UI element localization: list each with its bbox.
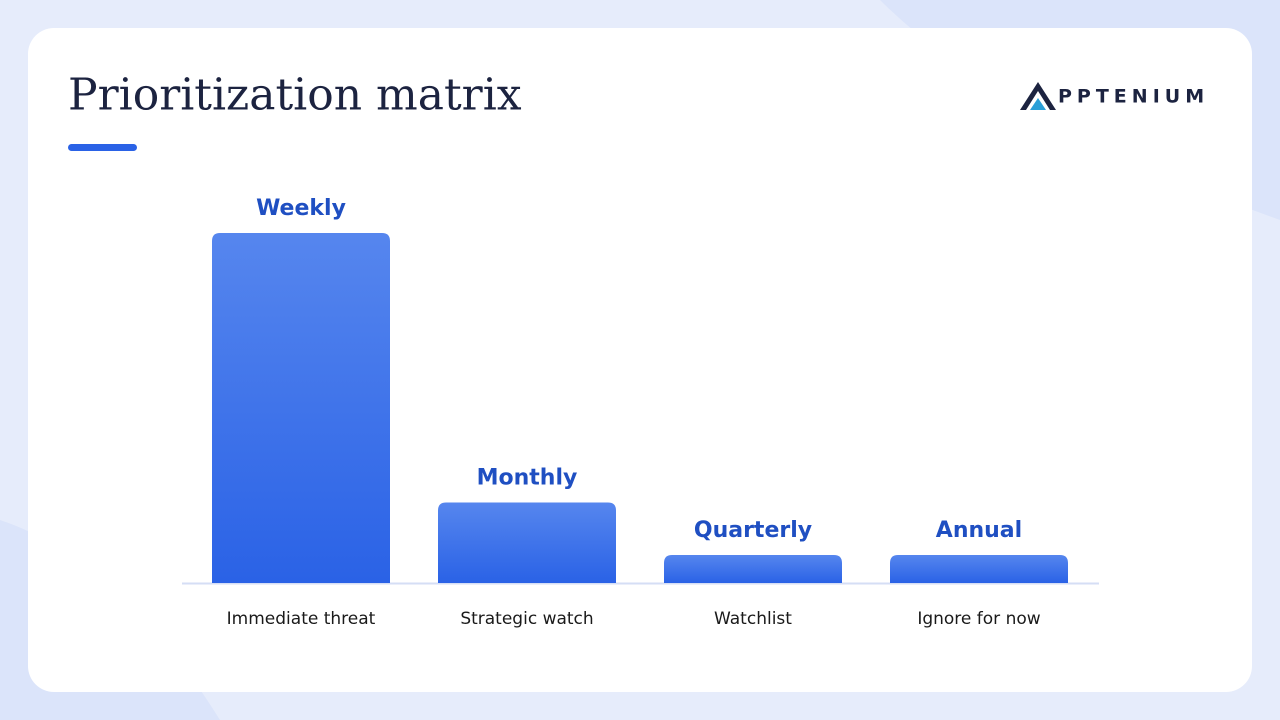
x-tick-label: Strategic watch (460, 609, 593, 629)
bar-label: Weekly (256, 196, 346, 221)
bar-label: Quarterly (694, 518, 812, 543)
bar (664, 555, 842, 583)
bar (438, 502, 616, 583)
bar (212, 233, 390, 583)
bar (890, 555, 1068, 583)
bar-label: Monthly (477, 466, 578, 491)
bar-label: Annual (936, 518, 1022, 543)
x-tick-label: Immediate threat (227, 609, 376, 629)
card (28, 28, 1252, 692)
logo-icon (1020, 82, 1056, 110)
x-tick-label: Ignore for now (917, 609, 1040, 629)
chart-title: Prioritization matrix (68, 70, 522, 121)
brand-name: PPTENIUM (1058, 86, 1209, 108)
title-underline (68, 144, 137, 151)
x-tick-label: Watchlist (714, 609, 792, 629)
